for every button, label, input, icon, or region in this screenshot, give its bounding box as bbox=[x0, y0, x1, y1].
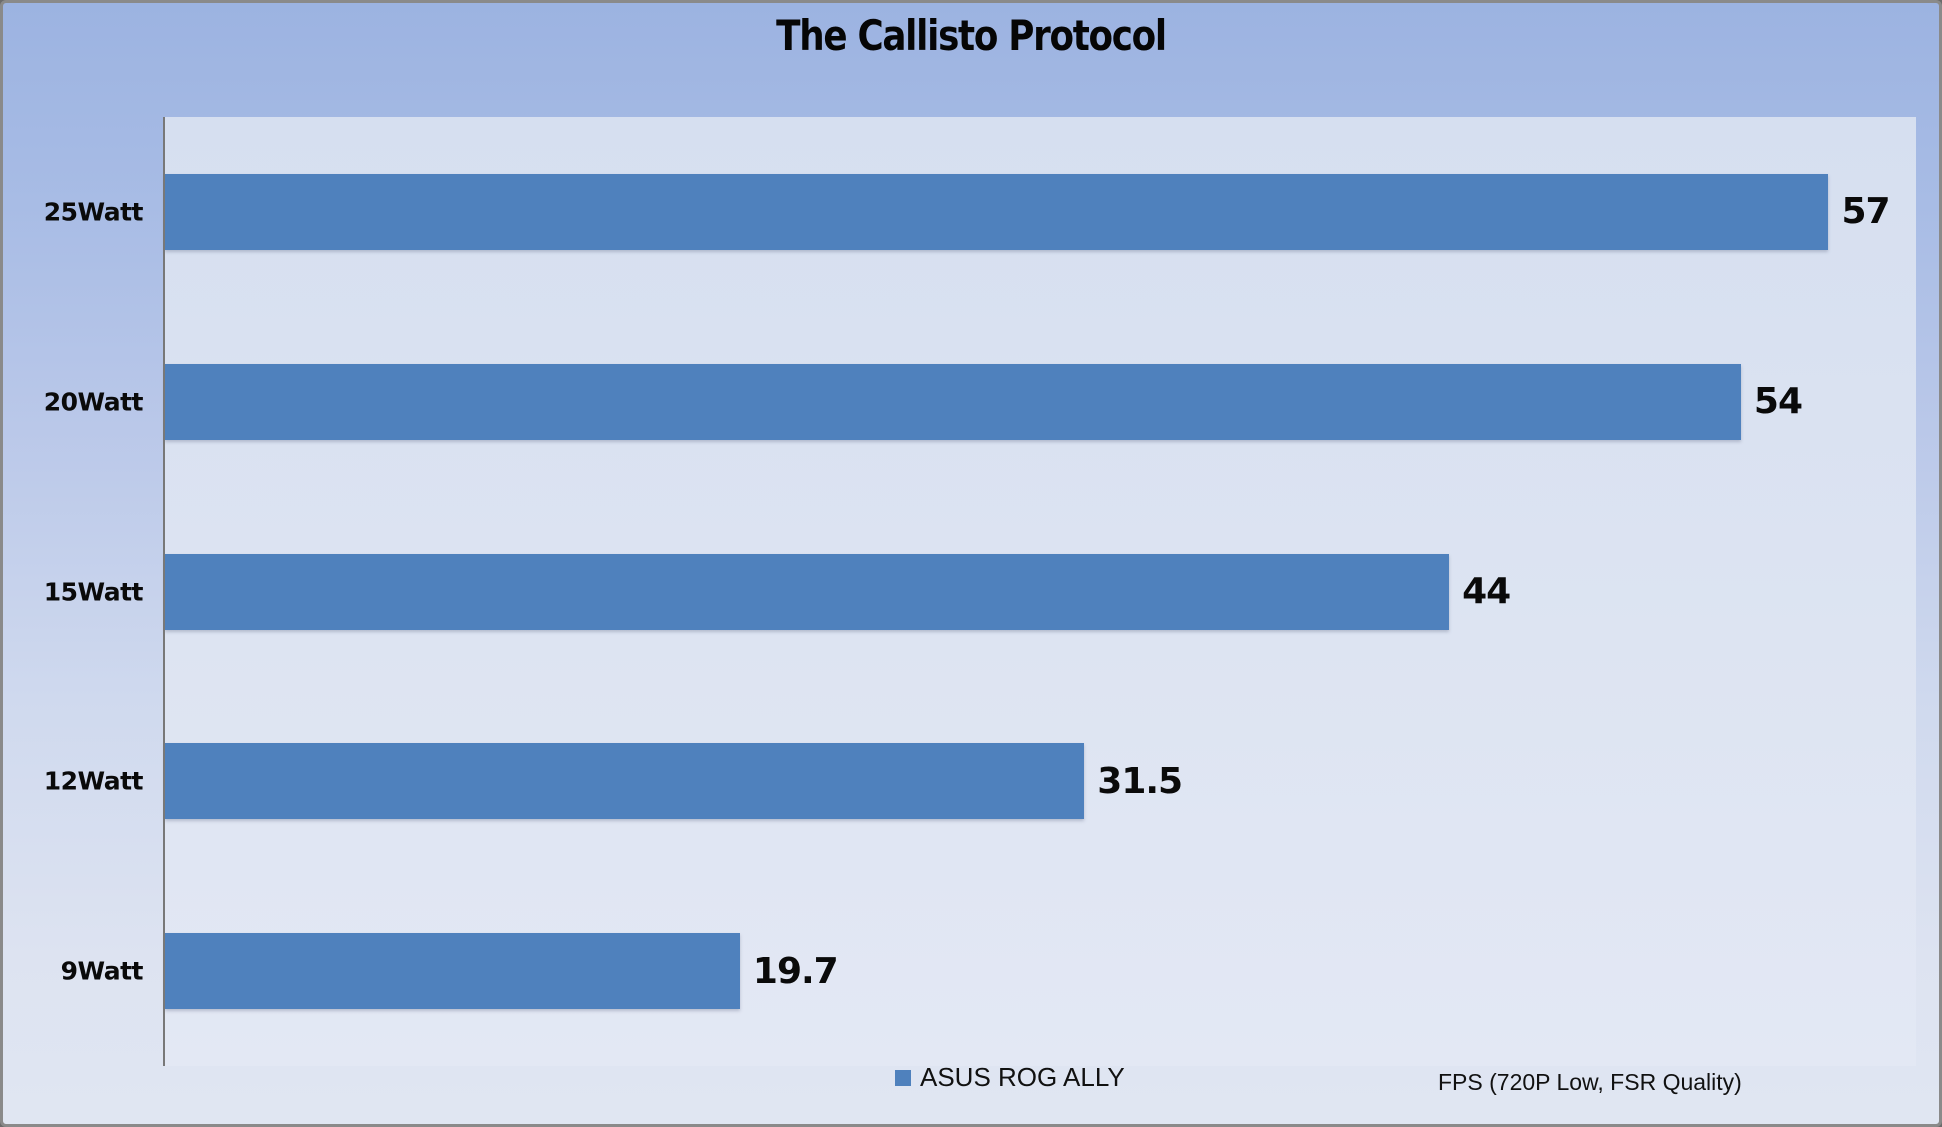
bar-value-label: 31.5 bbox=[1097, 760, 1183, 802]
bar-row: 44 bbox=[165, 553, 1916, 630]
bar-value-label: 57 bbox=[1841, 191, 1890, 233]
bar bbox=[165, 553, 1450, 630]
bar-row: 54 bbox=[165, 363, 1916, 440]
category-label: 25Watt bbox=[43, 197, 144, 227]
category-label: 12Watt bbox=[43, 766, 144, 796]
y-axis-line bbox=[163, 117, 165, 1066]
legend-series-label: ASUS ROG ALLY bbox=[920, 1062, 1125, 1092]
bar bbox=[165, 743, 1085, 820]
bar bbox=[165, 363, 1741, 440]
category-label: 15Watt bbox=[43, 577, 144, 606]
bar-row: 19.7 bbox=[165, 933, 1916, 1010]
category-label: 9Watt bbox=[60, 956, 144, 986]
bar bbox=[165, 173, 1829, 250]
category-axis: 25Watt 20Watt 15Watt 12Watt 9Watt bbox=[3, 117, 144, 1066]
bar bbox=[165, 933, 740, 1010]
category-label: 20Watt bbox=[43, 387, 144, 417]
axis-footnote: FPS (720P Low, FSR Quality) bbox=[1438, 1069, 1742, 1095]
bar-row: 31.5 bbox=[165, 743, 1916, 820]
bar-value-label: 54 bbox=[1753, 381, 1803, 423]
bar-value-label: 19.7 bbox=[752, 950, 839, 992]
bar-value-label: 44 bbox=[1462, 571, 1511, 612]
legend-swatch-icon bbox=[895, 1069, 911, 1086]
plot-area: 57 54 44 31.5 19.7 bbox=[165, 117, 1916, 1066]
legend: ASUS ROG ALLY bbox=[895, 1062, 1125, 1093]
bar-row: 57 bbox=[165, 173, 1916, 250]
chart-title: The Callisto Protocol bbox=[776, 11, 1167, 60]
